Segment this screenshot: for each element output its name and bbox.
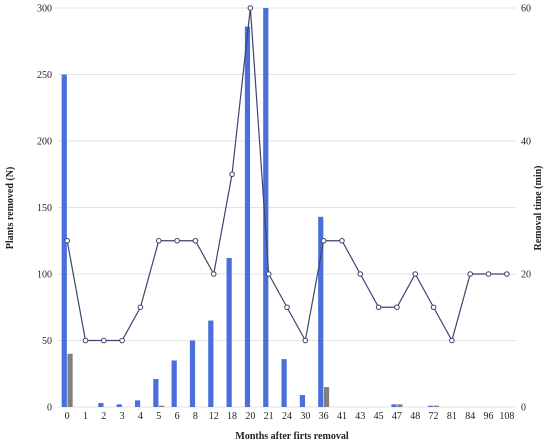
x-tick-label: 20 — [245, 411, 255, 422]
x-tick-label: 18 — [227, 411, 237, 422]
x-tick-label: 6 — [175, 411, 180, 422]
x-tick-label: 72 — [429, 411, 439, 422]
bar-series-2 — [323, 387, 330, 407]
bar-series-1 — [299, 395, 306, 407]
x-tick-label: 81 — [447, 411, 457, 422]
bar-series-1 — [428, 405, 434, 407]
x-tick-label: 41 — [337, 411, 347, 422]
line-point — [485, 271, 492, 277]
bar-series-2 — [67, 353, 73, 407]
line-point — [430, 304, 437, 311]
bar-series-1 — [61, 74, 67, 407]
y-tick-label: 50 — [42, 336, 52, 347]
bar-series-2 — [159, 405, 165, 407]
line-point — [119, 337, 125, 344]
bar-series-1 — [226, 258, 232, 407]
gridlines — [58, 7, 516, 408]
bar-series-1 — [208, 320, 214, 407]
y-tick-label: 0 — [47, 403, 52, 414]
line-point — [192, 237, 199, 244]
line-point — [210, 271, 217, 277]
bar-series-2 — [397, 404, 403, 407]
x-tick-label: 8 — [193, 411, 198, 422]
bar-series-1 — [116, 404, 122, 407]
line-point — [339, 237, 345, 244]
line-point — [467, 271, 474, 277]
bar-series-1 — [263, 8, 269, 407]
x-tick-label: 43 — [355, 411, 365, 422]
line-point — [137, 304, 144, 311]
x-tick-label: 3 — [120, 411, 125, 422]
x-tick-label: 48 — [410, 411, 420, 422]
x-tick-label: 12 — [209, 411, 219, 422]
x-tick-label: 45 — [374, 411, 384, 422]
bar-series-1 — [244, 26, 251, 408]
bar-series-1 — [391, 404, 397, 407]
x-tick-label: 36 — [319, 411, 329, 422]
y-tick-label: 150 — [37, 203, 52, 214]
line-point — [265, 271, 272, 277]
bar-series-1 — [189, 340, 196, 407]
y-tick-label: 100 — [37, 270, 52, 281]
y2-tick-label: 40 — [521, 137, 531, 148]
x-tick-label: 84 — [465, 411, 475, 422]
y-tick-label: 250 — [37, 70, 52, 81]
line-path — [66, 7, 507, 343]
y2-tick-label: 60 — [521, 4, 531, 15]
y-tick-label: 300 — [37, 4, 52, 15]
x-tick-label: 5 — [156, 411, 161, 422]
x-tick-label: 30 — [300, 411, 310, 422]
bar-series-1 — [281, 359, 287, 407]
x-tick-label: 4 — [138, 411, 143, 422]
x-tick-label: 47 — [392, 411, 402, 422]
line-point — [375, 304, 382, 311]
bar-series-1 — [98, 403, 104, 407]
line-point — [247, 5, 254, 11]
line-point — [504, 271, 510, 277]
y-tick-label: 200 — [37, 137, 52, 148]
removal-time-line — [64, 5, 510, 344]
bar-series-1 — [171, 360, 177, 407]
line-point — [394, 304, 400, 311]
x-tick-label: 1 — [83, 411, 88, 422]
y2-tick-label: 20 — [521, 270, 531, 281]
x-tick-label: 0 — [65, 411, 70, 422]
bar-series-1 — [318, 216, 324, 407]
line-point — [229, 171, 235, 178]
x-tick-label: 2 — [101, 411, 106, 422]
line-point — [449, 337, 455, 344]
bar-series-1 — [134, 400, 141, 407]
bar-series-2 — [433, 405, 440, 407]
line-point — [64, 237, 70, 244]
y2-axis-title: Removal time (min) — [533, 166, 544, 251]
y2-tick-label: 0 — [521, 403, 526, 414]
line-point — [302, 337, 309, 344]
line-point — [101, 337, 107, 344]
line-point — [155, 237, 162, 244]
line-point — [320, 237, 327, 244]
x-tick-label: 96 — [484, 411, 494, 422]
x-tick-label: 24 — [282, 411, 292, 422]
line-point — [357, 271, 364, 277]
y-axis-title: Plants removed (N) — [5, 167, 16, 250]
x-axis-title: Months after firts removal — [235, 431, 348, 442]
line-point — [284, 304, 290, 311]
x-tick-label: 108 — [499, 411, 514, 422]
line-point — [174, 237, 180, 244]
line-point — [82, 337, 89, 344]
line-point — [412, 271, 419, 277]
x-tick-label: 21 — [264, 411, 274, 422]
bar-series-1 — [153, 379, 159, 407]
bars — [61, 8, 440, 408]
